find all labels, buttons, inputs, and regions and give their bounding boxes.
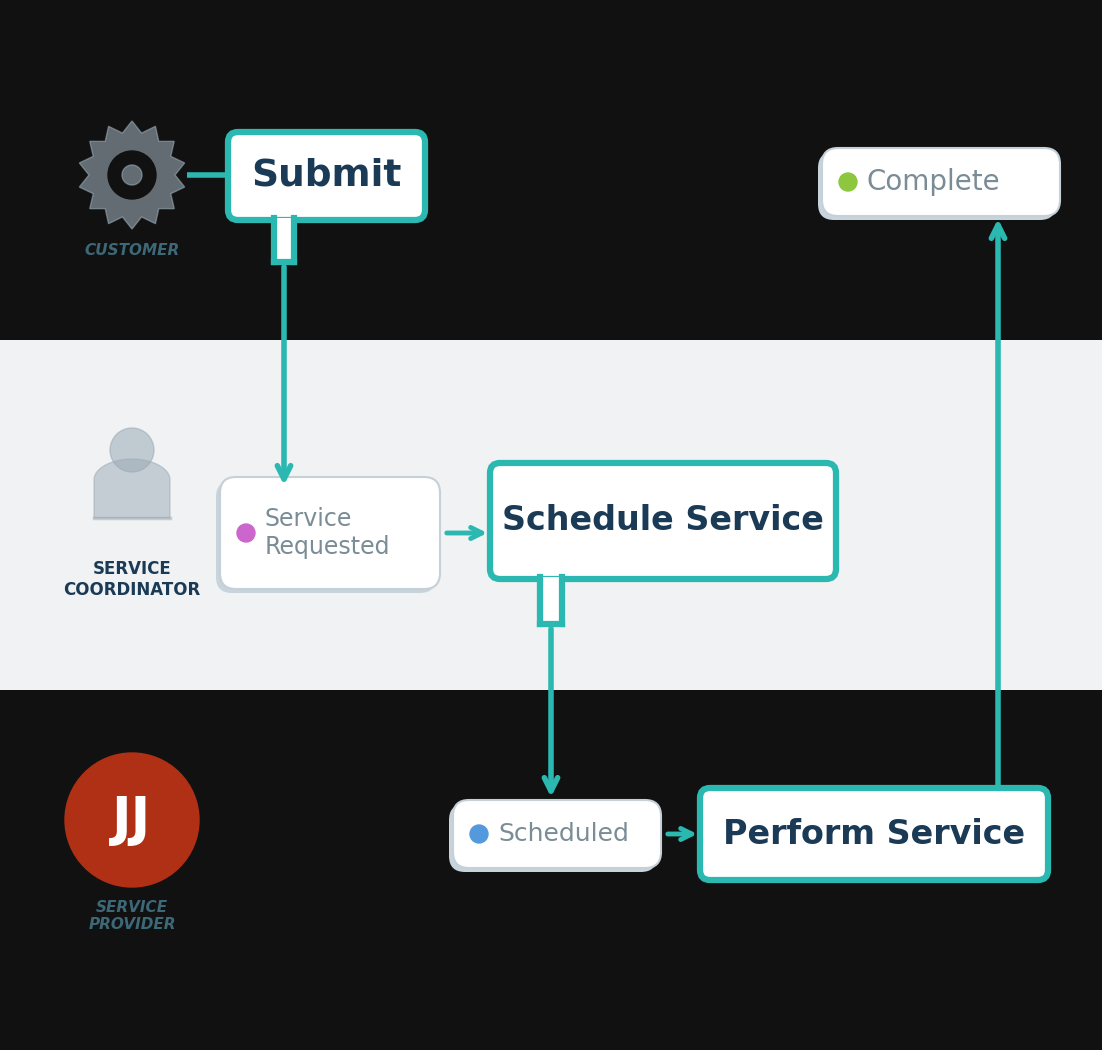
- Text: Service
Requested: Service Requested: [264, 507, 390, 559]
- FancyBboxPatch shape: [822, 148, 1060, 216]
- Circle shape: [65, 753, 199, 887]
- Text: CUSTOMER: CUSTOMER: [85, 243, 180, 258]
- Text: Schedule Service: Schedule Service: [503, 504, 824, 538]
- Circle shape: [469, 825, 488, 843]
- Circle shape: [122, 165, 142, 185]
- Text: SERVICE
PROVIDER: SERVICE PROVIDER: [88, 900, 175, 932]
- Bar: [274, 218, 294, 262]
- Text: Scheduled: Scheduled: [498, 822, 629, 846]
- Bar: [0, 0, 1102, 340]
- FancyBboxPatch shape: [818, 152, 1056, 220]
- Bar: [0, 340, 1102, 690]
- FancyBboxPatch shape: [453, 800, 661, 868]
- Circle shape: [839, 173, 857, 191]
- FancyBboxPatch shape: [490, 463, 836, 579]
- Polygon shape: [79, 121, 185, 229]
- Bar: [540, 578, 562, 624]
- Bar: [0, 690, 1102, 1050]
- Circle shape: [108, 151, 156, 200]
- Polygon shape: [94, 459, 170, 518]
- FancyBboxPatch shape: [220, 477, 440, 589]
- FancyBboxPatch shape: [700, 788, 1048, 880]
- Circle shape: [110, 428, 154, 472]
- Text: Perform Service: Perform Service: [723, 818, 1025, 851]
- Text: SERVICE
COORDINATOR: SERVICE COORDINATOR: [64, 560, 201, 598]
- FancyBboxPatch shape: [449, 804, 657, 872]
- FancyBboxPatch shape: [216, 481, 436, 593]
- Text: Submit: Submit: [251, 158, 402, 194]
- Circle shape: [237, 524, 255, 542]
- FancyBboxPatch shape: [228, 132, 425, 220]
- Text: JJ: JJ: [112, 794, 152, 846]
- Text: Complete: Complete: [867, 168, 1001, 196]
